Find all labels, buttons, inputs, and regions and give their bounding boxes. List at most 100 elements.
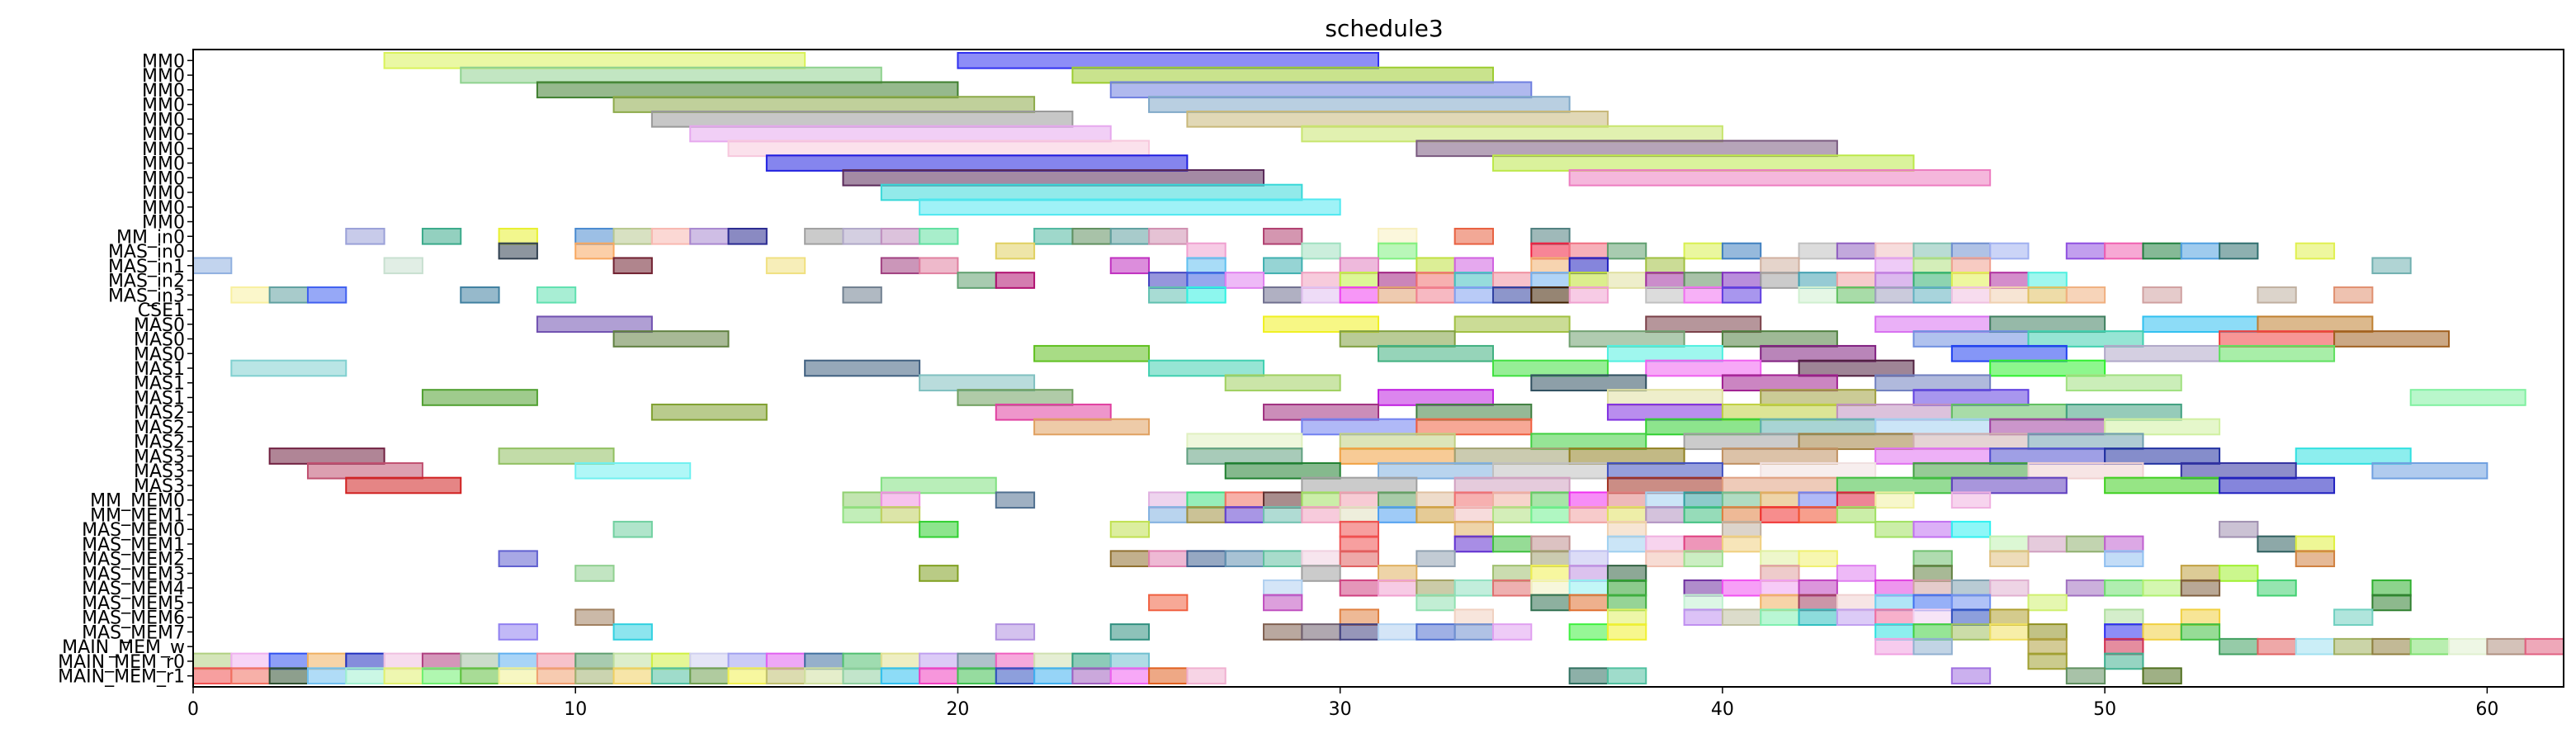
bar-385 bbox=[1799, 609, 1837, 625]
bar-315 bbox=[1340, 551, 1378, 566]
bar-205 bbox=[2028, 433, 2143, 449]
bar-39 bbox=[1531, 229, 1569, 244]
bar-145 bbox=[2143, 316, 2257, 332]
bar-224 bbox=[1914, 463, 2029, 479]
bar-330 bbox=[1378, 566, 1416, 581]
bar-174 bbox=[2067, 375, 2181, 390]
bar-24 bbox=[614, 229, 652, 244]
bar-481 bbox=[1187, 668, 1225, 684]
bar-131 bbox=[1914, 287, 1952, 303]
bar-444 bbox=[805, 654, 843, 670]
bar-437 bbox=[537, 654, 575, 670]
bar-44 bbox=[1302, 244, 1340, 259]
bar-163 bbox=[805, 361, 919, 376]
bar-340 bbox=[1264, 580, 1302, 596]
bar-388 bbox=[1914, 609, 1952, 625]
bar-67 bbox=[882, 258, 919, 273]
bar-298 bbox=[1608, 537, 1646, 552]
bar-87 bbox=[1226, 272, 1264, 288]
bar-346 bbox=[1531, 580, 1569, 596]
bar-297 bbox=[1531, 537, 1569, 552]
bar-155 bbox=[1034, 346, 1149, 362]
bar-197 bbox=[1990, 419, 2105, 435]
bar-14 bbox=[767, 155, 1188, 171]
bar-306 bbox=[2257, 537, 2295, 552]
bar-230 bbox=[1302, 478, 1416, 494]
bar-152 bbox=[2028, 331, 2143, 347]
bar-141 bbox=[1455, 316, 1570, 332]
bar-274 bbox=[1531, 507, 1569, 523]
bar-424 bbox=[2411, 639, 2449, 655]
bar-138 bbox=[2334, 287, 2372, 303]
bar-400 bbox=[1340, 624, 1378, 640]
bar-83 bbox=[957, 272, 995, 288]
bar-105 bbox=[1952, 272, 1990, 288]
bar-147 bbox=[614, 331, 729, 347]
bar-270 bbox=[1378, 507, 1416, 523]
bar-354 bbox=[1914, 580, 1952, 596]
bar-279 bbox=[1723, 507, 1761, 523]
bar-396 bbox=[996, 624, 1034, 640]
bar-182 bbox=[652, 405, 767, 420]
bar-84 bbox=[996, 272, 1034, 288]
bar-479 bbox=[1111, 668, 1149, 684]
bar-448 bbox=[957, 654, 995, 670]
bar-336 bbox=[1837, 566, 1875, 581]
bar-449 bbox=[996, 654, 1034, 670]
bar-56 bbox=[1990, 244, 2028, 259]
bar-283 bbox=[614, 522, 652, 537]
bar-134 bbox=[2028, 287, 2066, 303]
bar-461 bbox=[423, 668, 461, 684]
bar-412 bbox=[2105, 624, 2143, 640]
bar-156 bbox=[1378, 346, 1493, 362]
bar-61 bbox=[2219, 244, 2257, 259]
bar-6 bbox=[614, 97, 1035, 112]
bar-247 bbox=[1378, 492, 1416, 508]
bar-235 bbox=[1952, 478, 2067, 494]
bar-447 bbox=[919, 654, 957, 670]
bar-286 bbox=[1340, 522, 1378, 537]
bar-369 bbox=[1685, 595, 1723, 611]
bar-20 bbox=[346, 229, 384, 244]
bar-360 bbox=[2181, 580, 2219, 596]
bar-443 bbox=[767, 654, 805, 670]
bar-430 bbox=[270, 654, 308, 670]
bar-38 bbox=[1455, 229, 1493, 244]
bar-140 bbox=[1264, 316, 1378, 332]
bar-398 bbox=[1264, 624, 1302, 640]
bar-201 bbox=[1531, 433, 1646, 449]
bar-372 bbox=[1837, 595, 1875, 611]
bar-280 bbox=[1761, 507, 1798, 523]
bar-348 bbox=[1608, 580, 1646, 596]
bar-402 bbox=[1416, 624, 1454, 640]
bar-237 bbox=[2219, 478, 2334, 494]
bar-455 bbox=[193, 668, 231, 684]
bar-151 bbox=[1914, 331, 2029, 347]
bar-317 bbox=[1531, 551, 1569, 566]
bar-37 bbox=[1378, 229, 1416, 244]
bar-213 bbox=[1875, 448, 1990, 464]
bar-18 bbox=[882, 185, 1302, 201]
bar-363 bbox=[1149, 595, 1187, 611]
bar-74 bbox=[1455, 258, 1493, 273]
bar-220 bbox=[1378, 463, 1493, 479]
bar-261 bbox=[1952, 492, 1990, 508]
bar-471 bbox=[805, 668, 843, 684]
bar-325 bbox=[2105, 551, 2143, 566]
bar-96 bbox=[1608, 272, 1646, 288]
bar-114 bbox=[1149, 287, 1187, 303]
bar-53 bbox=[1875, 244, 1913, 259]
bar-248 bbox=[1416, 492, 1454, 508]
bar-185 bbox=[1416, 405, 1531, 420]
bar-172 bbox=[1723, 375, 1837, 390]
bar-35 bbox=[1149, 229, 1187, 244]
bar-86 bbox=[1187, 272, 1225, 288]
bar-359 bbox=[2143, 580, 2181, 596]
bar-222 bbox=[1608, 463, 1723, 479]
bar-69 bbox=[1111, 258, 1149, 273]
bar-342 bbox=[1378, 580, 1416, 596]
bar-263 bbox=[882, 507, 919, 523]
bar-30 bbox=[882, 229, 919, 244]
bar-477 bbox=[1034, 668, 1072, 684]
